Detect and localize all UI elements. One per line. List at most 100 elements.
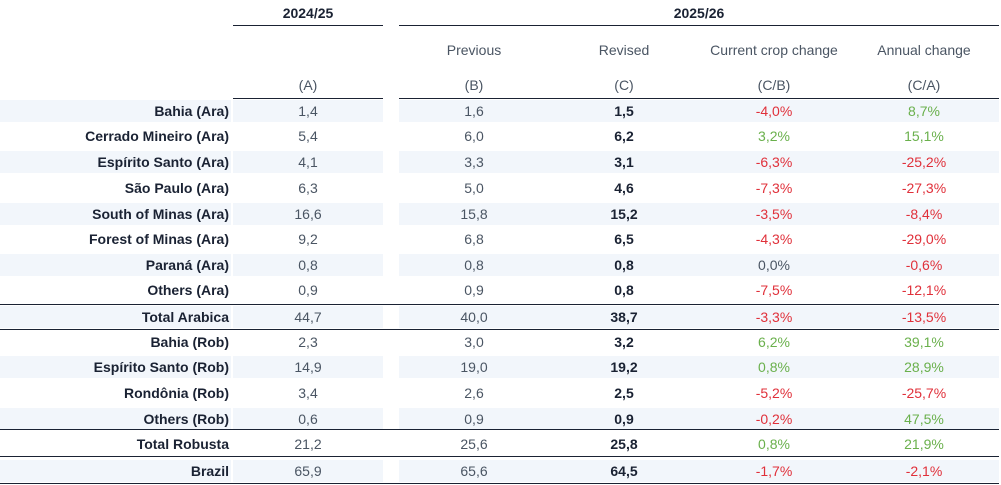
year-header-b: 2025/26 <box>673 5 725 21</box>
cell-previous: 2,6 <box>464 385 484 401</box>
cell-2024-25: 0,6 <box>298 411 318 427</box>
cell-revised: 2,5 <box>614 385 634 401</box>
row-label: South of Minas (Ara) <box>92 206 229 222</box>
row-label: Forest of Minas (Ara) <box>88 231 229 247</box>
year-header-a: 2024/25 <box>282 5 334 21</box>
cell-previous: 1,6 <box>464 103 484 119</box>
cell-previous: 65,6 <box>460 463 488 479</box>
col-e-code: (C/A) <box>907 77 941 93</box>
cell-current-crop-change: -7,3% <box>755 180 793 196</box>
row-label: Total Robusta <box>136 436 229 452</box>
col-d-title: Current crop change <box>710 42 838 58</box>
cell-annual-change: -2,1% <box>905 463 943 479</box>
cell-revised: 3,2 <box>614 334 634 350</box>
row-band <box>399 460 999 482</box>
row-band <box>233 151 383 173</box>
cell-current-crop-change: 3,2% <box>758 128 790 144</box>
cell-2024-25: 0,8 <box>298 257 318 273</box>
cell-current-crop-change: -3,3% <box>755 309 793 325</box>
cell-revised: 19,2 <box>610 359 638 375</box>
col-e-title: Annual change <box>877 42 971 58</box>
cell-revised: 4,6 <box>614 180 634 196</box>
cell-current-crop-change: 0,8% <box>758 359 790 375</box>
row-label: Rondônia (Rob) <box>124 385 229 401</box>
cell-current-crop-change: -1,7% <box>755 463 793 479</box>
cell-2024-25: 65,9 <box>294 463 322 479</box>
row-band <box>399 203 999 225</box>
cell-annual-change: 15,1% <box>904 128 944 144</box>
section-separator <box>0 456 999 457</box>
cell-annual-change: -25,7% <box>901 385 947 401</box>
row-label: Espírito Santo (Rob) <box>93 359 229 375</box>
cell-annual-change: -29,0% <box>901 231 947 247</box>
cell-annual-change: 21,9% <box>904 436 944 452</box>
cell-revised: 38,7 <box>610 309 638 325</box>
cell-previous: 0,9 <box>464 282 484 298</box>
section-separator <box>0 429 999 430</box>
col-c-title: Revised <box>598 42 650 58</box>
row-label: Bahia (Rob) <box>150 334 229 350</box>
cell-revised: 6,5 <box>614 231 634 247</box>
row-band <box>399 100 999 122</box>
cell-2024-25: 14,9 <box>294 359 322 375</box>
row-band <box>399 356 999 378</box>
row-label: Paraná (Ara) <box>145 257 229 273</box>
year-a-underline <box>233 25 383 26</box>
cell-previous: 25,6 <box>460 436 488 452</box>
row-label: Total Arabica <box>141 309 229 325</box>
cell-previous: 40,0 <box>460 309 488 325</box>
cell-annual-change: -13,5% <box>901 309 947 325</box>
row-band <box>233 356 383 378</box>
row-band <box>0 460 231 482</box>
row-label: Others (Rob) <box>143 411 229 427</box>
row-band <box>233 408 383 430</box>
cell-current-crop-change: -4,3% <box>755 231 793 247</box>
cell-annual-change: 8,7% <box>908 103 940 119</box>
cell-revised: 3,1 <box>614 154 634 170</box>
cell-current-crop-change: -0,2% <box>755 411 793 427</box>
row-label: Cerrado Mineiro (Ara) <box>85 128 229 144</box>
row-label: Espírito Santo (Ara) <box>97 154 229 170</box>
row-band <box>233 306 383 328</box>
row-band <box>399 306 999 328</box>
cell-annual-change: -27,3% <box>901 180 947 196</box>
cell-annual-change: -12,1% <box>901 282 947 298</box>
row-band <box>233 254 383 276</box>
cell-previous: 3,0 <box>464 334 484 350</box>
cell-annual-change: -8,4% <box>905 206 943 222</box>
section-separator <box>0 304 999 305</box>
row-label: Bahia (Ara) <box>154 103 229 119</box>
row-band <box>0 408 231 430</box>
row-band <box>233 460 383 482</box>
col-a-code: (A) <box>298 77 318 93</box>
cell-2024-25: 9,2 <box>298 231 318 247</box>
header-underline-b <box>399 98 999 99</box>
cell-previous: 19,0 <box>460 359 488 375</box>
cell-current-crop-change: -7,5% <box>755 282 793 298</box>
row-band <box>399 254 999 276</box>
header-underline-a <box>233 98 383 99</box>
cell-2024-25: 6,3 <box>298 180 318 196</box>
cell-annual-change: 47,5% <box>904 411 944 427</box>
cell-2024-25: 44,7 <box>294 309 322 325</box>
row-band <box>399 151 999 173</box>
cell-2024-25: 1,4 <box>298 103 318 119</box>
row-label: Brazil <box>190 463 229 479</box>
cell-2024-25: 21,2 <box>294 436 322 452</box>
cell-current-crop-change: -3,5% <box>755 206 793 222</box>
cell-annual-change: 39,1% <box>904 334 944 350</box>
row-band <box>233 203 383 225</box>
cell-revised: 25,8 <box>610 436 638 452</box>
col-d-code: (C/B) <box>757 77 791 93</box>
row-band <box>399 408 999 430</box>
row-band <box>0 306 231 328</box>
col-b-title: Previous <box>446 42 502 58</box>
cell-2024-25: 5,4 <box>298 128 318 144</box>
row-band <box>0 356 231 378</box>
cell-current-crop-change: -5,2% <box>755 385 793 401</box>
cell-revised: 0,8 <box>614 282 634 298</box>
cell-2024-25: 16,6 <box>294 206 322 222</box>
cell-annual-change: 28,9% <box>904 359 944 375</box>
col-b-code: (B) <box>464 77 484 93</box>
cell-previous: 3,3 <box>464 154 484 170</box>
